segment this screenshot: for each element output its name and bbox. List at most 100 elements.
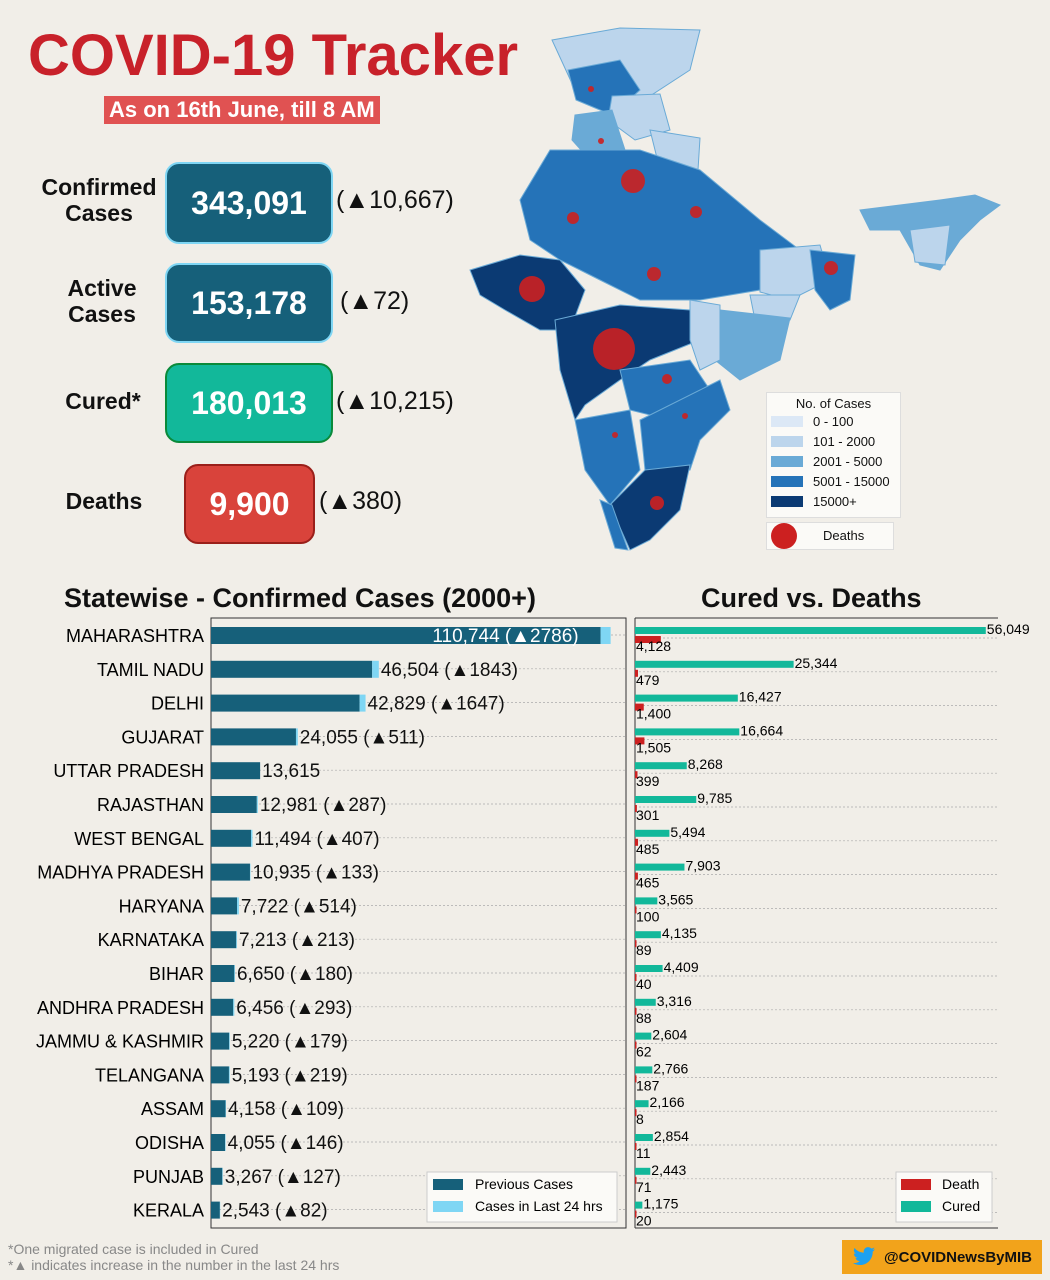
data-label: 4,055 (▲146) <box>228 1133 344 1154</box>
death-label: 485 <box>636 841 660 857</box>
death-marker-delhi <box>621 169 645 193</box>
data-label: 5,193 (▲219) <box>232 1065 348 1086</box>
death-label: 11 <box>636 1145 651 1161</box>
category-label: HARYANA <box>119 896 204 916</box>
death-label: 20 <box>636 1213 652 1229</box>
bar-previous <box>211 694 360 712</box>
legend-label: Cases in Last 24 hrs <box>475 1198 603 1214</box>
bar-death <box>635 1007 637 1015</box>
data-label: 11,494 (▲407) <box>254 829 379 850</box>
stat-deaths-label: Deaths <box>65 488 143 514</box>
death-marker-other-4 <box>682 413 688 419</box>
bar-cured <box>635 829 670 837</box>
bar-cured <box>635 863 685 871</box>
bar-death <box>635 940 637 948</box>
legend-swatch <box>433 1179 463 1190</box>
bar-last-24h <box>359 694 366 712</box>
stat-confirmed-delta: (▲10,667) <box>336 186 454 214</box>
bar-cured <box>635 1134 653 1141</box>
map-region-odisha <box>714 309 791 381</box>
stat-deaths-delta: (▲380) <box>319 487 403 515</box>
cured-label: 2,166 <box>650 1094 685 1110</box>
map-legend-item: 5001 - 15000 <box>767 471 900 491</box>
map-legend-label: 101 - 2000 <box>813 433 876 449</box>
footnote-arrow: *▲ indicates increase in the number in t… <box>8 1257 340 1273</box>
bar-cured <box>635 998 656 1006</box>
bar-previous <box>211 897 238 915</box>
bar-previous <box>211 660 373 678</box>
category-label: MAHARASHTRA <box>66 626 204 646</box>
death-marker-other-2 <box>588 86 594 92</box>
bar-death <box>635 1143 637 1150</box>
map-legend-item: 0 - 100 <box>767 411 900 431</box>
category-label: ANDHRA PRADESH <box>37 998 204 1018</box>
bar-cured <box>635 1167 651 1175</box>
cured-label: 4,135 <box>662 925 697 941</box>
death-marker-mp <box>647 267 661 281</box>
bar-last-24h <box>229 1032 230 1050</box>
bar-last-24h <box>256 796 258 813</box>
bar-previous <box>211 1032 230 1050</box>
data-label: 12,981 (▲287) <box>260 795 387 816</box>
category-label: KERALA <box>133 1201 204 1221</box>
death-marker-maharashtra <box>593 328 635 370</box>
bar-death <box>635 771 638 779</box>
bar-previous <box>211 965 235 982</box>
bar-last-24h <box>234 965 235 982</box>
death-label: 187 <box>636 1077 660 1093</box>
death-label: 88 <box>636 1010 652 1026</box>
bar-previous <box>211 1201 220 1219</box>
stat-cured-label: Cured* <box>65 388 141 414</box>
death-marker-tn <box>650 496 664 510</box>
death-label: 301 <box>636 807 660 823</box>
legend-label: Previous Cases <box>475 1176 573 1192</box>
cured-label: 4,409 <box>664 959 699 975</box>
category-label: MADHYA PRADESH <box>37 863 204 883</box>
map-region-karnataka <box>574 409 641 506</box>
bar-death <box>635 1075 637 1083</box>
twitter-handle: @COVIDNewsByMIB <box>884 1248 1032 1266</box>
cured-label: 16,664 <box>740 722 783 738</box>
cured-deaths-chart: 56,049 4,128 25,344 479 16,427 1,400 16,664 1,5… <box>634 617 1030 1229</box>
bar-previous <box>211 1167 223 1185</box>
category-label: UTTAR PRADESH <box>53 761 204 781</box>
bar-previous <box>211 829 252 847</box>
map-region-wb <box>809 249 856 311</box>
cured-label: 3,316 <box>657 993 692 1009</box>
bar-last-24h <box>233 998 235 1016</box>
bar-cured <box>635 1201 643 1209</box>
bar-last-24h <box>237 897 239 915</box>
death-label: 71 <box>636 1179 652 1195</box>
map-legend-label: 15000+ <box>813 493 857 509</box>
legend-label: Death <box>942 1176 979 1192</box>
stat-cured-value: 180,013 <box>165 363 333 443</box>
bar-cured <box>635 796 697 803</box>
category-label: ODISHA <box>135 1133 204 1153</box>
bar-cured <box>635 897 658 905</box>
death-label: 89 <box>636 942 652 958</box>
stat-active-delta: (▲72) <box>340 287 410 315</box>
bar-last-24h <box>372 660 379 678</box>
bar-cured <box>635 762 687 770</box>
bar-last-24h <box>225 1134 226 1151</box>
bar-death <box>635 1176 637 1184</box>
data-label: 46,504 (▲1843) <box>381 660 518 681</box>
bar-cured <box>635 931 661 939</box>
bar-death <box>635 838 639 846</box>
twitter-handle-badge[interactable]: @COVIDNewsByMIB <box>842 1240 1042 1274</box>
map-legend-swatch <box>771 415 803 427</box>
cured-label: 2,604 <box>652 1027 687 1043</box>
page-title: COVID-19 Tracker <box>28 23 519 88</box>
death-label: 465 <box>636 875 660 891</box>
death-label: 100 <box>636 908 660 924</box>
cured-label: 56,049 <box>987 621 1030 637</box>
twitter-icon <box>853 1247 875 1266</box>
bar-last-24h <box>600 627 611 644</box>
data-label: 24,055 (▲511) <box>300 727 425 748</box>
bar-death <box>635 805 637 812</box>
cured-label: 25,344 <box>795 655 838 671</box>
map-region-chhattisgarh <box>689 299 721 371</box>
category-label: ASSAM <box>141 1099 204 1119</box>
data-label: 6,650 (▲180) <box>237 964 353 985</box>
legend-swatch <box>433 1201 463 1212</box>
